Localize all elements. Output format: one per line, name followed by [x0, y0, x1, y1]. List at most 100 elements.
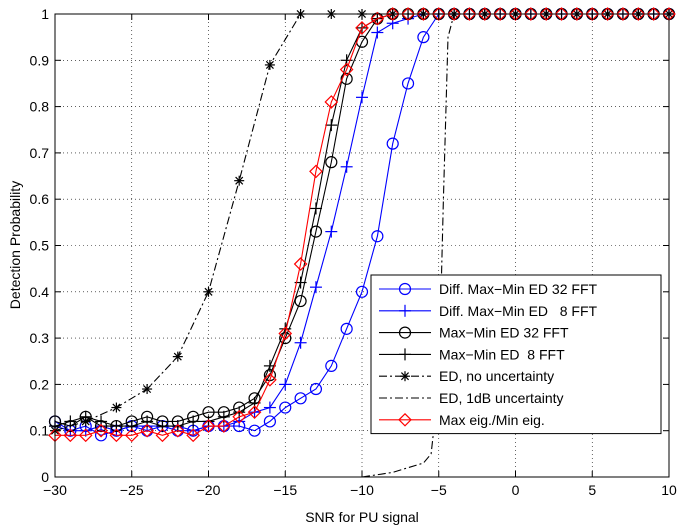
data-point — [234, 175, 245, 186]
data-point — [94, 423, 108, 438]
data-point — [339, 62, 354, 77]
legend-entry: Max−Min ED 8 FFT — [379, 346, 565, 362]
data-point — [539, 7, 554, 21]
marker-arm — [173, 352, 182, 361]
data-point — [64, 415, 77, 428]
legend-entry: Max eig./Min eig. — [379, 412, 545, 428]
data-point — [646, 7, 661, 21]
y-tick-label: 0.6 — [30, 191, 50, 207]
legend-swatch-marker — [399, 304, 411, 317]
data-point — [217, 419, 231, 433]
legend-label: Max eig./Min eig. — [439, 412, 545, 428]
data-point — [279, 401, 292, 414]
x-tick-label: −30 — [43, 482, 67, 498]
legend-label: Diff. Max−Min ED 8 FFT — [439, 303, 597, 319]
legend-swatch-marker — [400, 371, 410, 382]
x-axis-label: SNR for PU signal — [305, 509, 419, 525]
x-tick-label: −20 — [197, 482, 221, 498]
data-point — [447, 7, 461, 21]
data-point — [416, 7, 431, 21]
legend-entry: ED, 1dB uncertainty — [379, 390, 564, 406]
data-point — [63, 428, 78, 443]
data-point — [79, 424, 92, 437]
legend-label: Max−Min ED 32 FFT — [439, 325, 569, 341]
data-point — [477, 7, 492, 21]
data-point — [155, 428, 170, 443]
data-point — [111, 402, 122, 413]
y-tick-label: 0.5 — [30, 238, 50, 254]
data-point — [80, 416, 91, 427]
data-point — [202, 415, 215, 428]
data-point — [340, 72, 353, 85]
data-point — [325, 225, 338, 238]
data-point — [278, 326, 293, 341]
legend-entry: Diff. Max−Min ED 32 FFT — [379, 281, 598, 297]
data-point — [524, 7, 538, 21]
legend-entry: Diff. Max−Min ED 8 FFT — [379, 303, 597, 319]
data-point — [370, 11, 385, 26]
data-point — [554, 7, 569, 21]
data-point — [233, 406, 246, 419]
x-tick-label: −5 — [431, 482, 447, 498]
legend-swatch-marker — [398, 282, 412, 296]
data-point — [203, 286, 214, 297]
data-point — [401, 77, 415, 90]
data-point — [340, 322, 353, 335]
data-point — [385, 7, 400, 21]
data-point — [355, 285, 369, 298]
x-tick-label: −25 — [120, 482, 144, 498]
data-point — [109, 428, 124, 443]
legend-swatch-marker — [398, 412, 412, 427]
data-point — [171, 420, 184, 433]
y-tick-label: 0.7 — [30, 145, 50, 161]
data-point — [309, 382, 323, 396]
y-tick-label: 0.9 — [30, 52, 50, 68]
marker-arm — [112, 403, 121, 412]
data-point — [600, 7, 615, 21]
data-point — [186, 428, 200, 443]
marker-arm — [265, 60, 274, 69]
y-tick-label: 0.3 — [30, 330, 50, 346]
data-point — [263, 372, 277, 387]
data-point — [140, 423, 154, 438]
data-point — [309, 225, 323, 238]
data-point — [462, 7, 477, 21]
data-point — [170, 423, 185, 438]
data-point — [340, 160, 353, 173]
x-tick-label: 0 — [512, 482, 520, 498]
data-point — [124, 428, 139, 443]
series-line — [54, 13, 669, 432]
data-point — [263, 401, 276, 414]
legend-label: Max−Min ED 8 FFT — [439, 346, 565, 362]
data-point — [263, 359, 276, 372]
data-point — [294, 294, 307, 308]
data-point — [279, 378, 292, 391]
data-point — [324, 95, 339, 109]
legend-label: Diff. Max−Min ED 32 FFT — [439, 281, 598, 297]
marker-arm — [400, 372, 410, 381]
data-point — [309, 202, 322, 215]
y-tick-label: 0.1 — [30, 423, 50, 439]
data-point — [417, 31, 430, 44]
data-point — [325, 156, 338, 169]
data-point — [356, 91, 368, 104]
y-tick-label: 0.4 — [30, 284, 50, 300]
data-point — [309, 164, 323, 179]
data-point — [201, 419, 216, 433]
data-point — [294, 336, 307, 349]
legend-entry: Max−Min ED 32 FFT — [379, 325, 569, 341]
x-tick-label: −10 — [350, 482, 374, 498]
marker-arm — [81, 417, 90, 426]
data-point — [570, 7, 584, 21]
data-point — [232, 409, 247, 424]
x-tick-label: 5 — [588, 482, 596, 498]
data-point — [493, 7, 507, 21]
data-point — [263, 415, 276, 428]
x-tick-label: −15 — [273, 482, 297, 498]
y-tick-label: 0.8 — [30, 99, 50, 115]
data-point — [325, 359, 338, 372]
data-point — [325, 119, 338, 132]
data-point — [78, 428, 93, 443]
